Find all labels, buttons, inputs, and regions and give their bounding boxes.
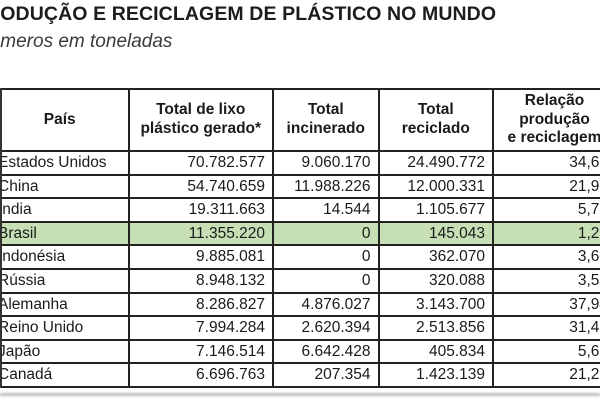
ratio-cell: 5,73 [492, 197, 600, 223]
left-crop-border-line [0, 88, 2, 388]
country-cell: Estados Unidos [0, 150, 130, 176]
table-row-alemanha: Alemanha 8.286.827 4.876.027 3.143.700 3… [0, 291, 600, 318]
table-header: País Total de lixo plástico gerado* Tota… [0, 88, 600, 152]
generated-cell: 11.355.220 [127, 220, 274, 247]
table-row-russia: Rússia 8.948.132 0 320.088 3,58 [0, 267, 600, 294]
ratio-cell: 21,92 [492, 173, 600, 200]
table-row-canada: Canadá 6.696.763 207.354 1.423.139 21,25 [0, 362, 600, 388]
recycled-cell: 1.423.139 [377, 362, 494, 388]
incinerated-cell: 0 [272, 220, 380, 247]
ratio-cell: 37,94 [492, 291, 600, 318]
page-subtitle: Números em toneladas [0, 31, 173, 52]
recycled-cell: 2.513.856 [377, 315, 494, 341]
table-row-estados-unidos: Estados Unidos 70.782.577 9.060.170 24.4… [0, 150, 600, 176]
country-cell: Canadá [0, 362, 130, 388]
incinerated-cell: 207.354 [272, 362, 380, 388]
generated-cell: 70.782.577 [127, 150, 274, 176]
recycled-cell: 3.143.700 [377, 291, 494, 318]
country-cell: Alemanha [0, 291, 130, 318]
country-cell: Reino Unido [0, 315, 130, 341]
generated-cell: 54.740.659 [127, 173, 274, 200]
incinerated-cell: 11.988.226 [272, 173, 380, 200]
table-row-china: China 54.740.659 11.988.226 12.000.331 2… [0, 173, 600, 200]
country-cell: Índia [0, 197, 130, 223]
incinerated-cell: 0 [272, 267, 380, 294]
plastic-recycling-table: País Total de lixo plástico gerado* Tota… [0, 88, 600, 388]
ratio-cell: 1,28 [492, 220, 600, 247]
country-cell: Indonésia [0, 244, 130, 270]
recycled-cell: 405.834 [377, 338, 494, 365]
recycled-cell: 362.070 [377, 244, 494, 270]
table-row-brasil-highlighted: Brasil 11.355.220 0 145.043 1,28 [0, 220, 600, 247]
incinerated-cell: 0 [272, 244, 380, 270]
header-cell-reciclado: Total reciclado [377, 88, 494, 152]
header-cell-relacao: Relação produção e reciclagem [492, 88, 600, 152]
incinerated-cell: 6.642.428 [272, 338, 380, 365]
generated-cell: 8.286.827 [127, 291, 274, 318]
ratio-cell: 21,25 [492, 362, 600, 388]
table-row-indonesia: Indonésia 9.885.081 0 362.070 3,66 [0, 244, 600, 270]
ratio-cell: 5,68 [492, 338, 600, 365]
recycled-cell: 1.105.677 [377, 197, 494, 223]
ratio-cell: 3,66 [492, 244, 600, 270]
header-cell-pais: País [0, 88, 130, 152]
header-cell-incinerado: Total incinerado [272, 88, 380, 152]
country-cell: China [0, 173, 130, 200]
table-row-india: Índia 19.311.663 14.544 1.105.677 5,73 [0, 197, 600, 223]
header-row: País Total de lixo plástico gerado* Tota… [0, 88, 600, 152]
country-cell: Rússia [0, 267, 130, 294]
recycled-cell: 145.043 [377, 220, 494, 247]
generated-cell: 7.994.284 [127, 315, 274, 341]
page-title: PRODUÇÃO E RECICLAGEM DE PLÁSTICO NO MUN… [0, 3, 497, 25]
generated-cell: 7.146.514 [127, 338, 274, 365]
recycled-cell: 24.490.772 [377, 150, 494, 176]
table-row-japao: Japão 7.146.514 6.642.428 405.834 5,68 [0, 338, 600, 365]
incinerated-cell: 2.620.394 [272, 315, 380, 341]
bottom-cropped-row-artifact [0, 393, 600, 396]
incinerated-cell: 14.544 [272, 197, 380, 223]
country-cell: Brasil [0, 220, 130, 247]
generated-cell: 19.311.663 [127, 197, 274, 223]
country-cell: Japão [0, 338, 130, 365]
table-body: Estados Unidos 70.782.577 9.060.170 24.4… [0, 150, 600, 388]
recycled-cell: 320.088 [377, 267, 494, 294]
ratio-cell: 34,60 [492, 150, 600, 176]
ratio-cell: 3,58 [492, 267, 600, 294]
generated-cell: 9.885.081 [127, 244, 274, 270]
generated-cell: 8.948.132 [127, 267, 274, 294]
generated-cell: 6.696.763 [127, 362, 274, 388]
ratio-cell: 31,45 [492, 315, 600, 341]
table-row-reino-unido: Reino Unido 7.994.284 2.620.394 2.513.85… [0, 315, 600, 341]
header-cell-lixo-gerado: Total de lixo plástico gerado* [127, 88, 274, 152]
recycled-cell: 12.000.331 [377, 173, 494, 200]
incinerated-cell: 4.876.027 [272, 291, 380, 318]
incinerated-cell: 9.060.170 [272, 150, 380, 176]
